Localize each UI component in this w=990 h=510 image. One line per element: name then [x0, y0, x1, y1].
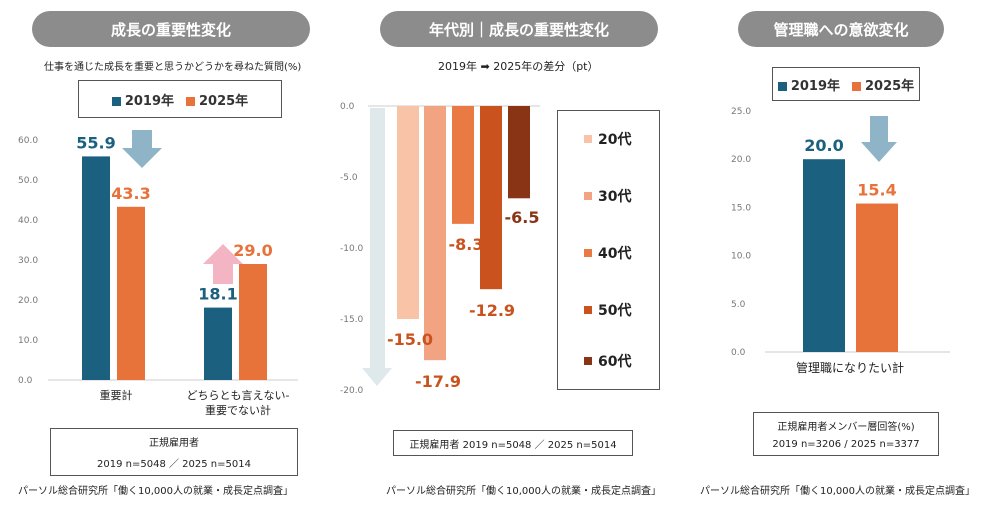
chart2-ytick: -5.0: [340, 173, 358, 183]
legend3-2019-swatch: [777, 81, 787, 91]
chart2-value-label: -6.5: [505, 208, 540, 227]
chart1-ytick: 20.0: [18, 296, 38, 306]
panel2-title: 年代別｜成長の重要性変化: [380, 11, 658, 47]
chart2-value-label: -12.9: [469, 301, 515, 320]
big-down-arrow-icon: [362, 108, 392, 386]
chart1-ytick: 40.0: [18, 216, 38, 226]
legend-50s-label: 50代: [598, 303, 632, 319]
legend-2025-label: 2025年: [199, 93, 249, 109]
chart1-value-label: 29.0: [233, 241, 272, 260]
chart1-ytick: 0.0: [18, 376, 33, 386]
chart2-ytick: -20.0: [340, 386, 364, 396]
panel2-subtitle: 2019年 ➡ 2025年の差分（pt）: [438, 60, 599, 73]
legend3-2019: 2019年: [777, 75, 840, 94]
chart3-ytick: 15.0: [731, 203, 751, 213]
chart2-bar: [397, 106, 419, 319]
chart2-value-label: -8.3: [449, 235, 484, 254]
chart1-value-label: 18.1: [198, 285, 237, 304]
legend-2019-label: 2019年: [124, 93, 174, 109]
chart1-category-label: どちらとも言えない-: [187, 389, 290, 402]
legend-20s-swatch: [584, 135, 592, 143]
chart1-ytick: 10.0: [18, 336, 38, 346]
legend-60s-label: 60代: [598, 354, 632, 370]
chart1-value-label: 43.3: [111, 184, 150, 203]
legend3-2025: 2025年: [852, 75, 914, 94]
chart1-ytick: 50.0: [18, 176, 38, 186]
chart3-value-label: 20.0: [804, 136, 843, 155]
panel1-subtitle: 仕事を通じた成長を重要と思うかどうかを尋ねた質問(%): [44, 62, 302, 73]
panel2-note: 正規雇用者 2019 n=5048 ／ 2025 n=5014: [393, 430, 633, 456]
legend-40s-label: 40代: [598, 246, 632, 262]
chart2-ytick: -10.0: [340, 244, 364, 254]
chart2-ytick: 0.0: [340, 102, 355, 112]
chart1-value-label: 55.9: [76, 133, 115, 152]
panel2-note-text: 正規雇用者 2019 n=5048 ／ 2025 n=5014: [409, 439, 617, 451]
panel2-legend: 20代 30代 40代 50代 60代: [557, 110, 660, 390]
legend-60s-swatch: [584, 357, 592, 365]
up-arrow-icon: [203, 244, 243, 284]
panel2-source: パーソル総合研究所「働く10,000人の就業・成長定点調査」: [386, 486, 661, 497]
legend-30s-label: 30代: [598, 189, 632, 205]
legend-30s: 30代: [584, 186, 631, 206]
panel1-note: 正規雇用者 2019 n=5048 ／ 2025 n=5014: [50, 428, 298, 476]
chart1-ytick: 30.0: [18, 256, 38, 266]
down-arrow-icon: [861, 116, 897, 162]
legend-2019: 2019年: [111, 90, 174, 109]
legend-50s: 50代: [584, 300, 631, 320]
panel1-title: 成長の重要性変化: [32, 11, 310, 47]
legend-2025: 2025年: [186, 90, 248, 109]
down-arrow-icon: [122, 130, 162, 168]
chart2-bar: [508, 106, 530, 199]
chart3-category-label: 管理職になりたい計: [796, 360, 904, 375]
chart1-bar: [117, 206, 145, 380]
legend-2019-swatch: [111, 96, 121, 106]
chart2-bar: [480, 106, 502, 290]
chart3-bar: [856, 203, 898, 352]
legend-20s: 20代: [584, 129, 631, 149]
panel3-note-line1: 正規雇用者メンバー層回答(%): [777, 422, 915, 433]
legend3-2025-label: 2025年: [865, 78, 915, 94]
chart3-ytick: 0.0: [731, 348, 746, 358]
legend-40s: 40代: [584, 243, 631, 263]
chart3-ytick: 25.0: [731, 107, 751, 117]
legend-60s: 60代: [584, 351, 631, 371]
chart1-bar: [204, 307, 232, 380]
chart3-ytick: 20.0: [731, 155, 751, 165]
chart1-category-label: 重要でない計: [205, 403, 271, 417]
chart3-value-label: 15.4: [857, 181, 896, 200]
panel3-legend: 2019年 2025年: [772, 67, 920, 101]
chart3-bar: [803, 159, 845, 352]
chart1-bar: [82, 156, 110, 380]
legend3-2019-label: 2019年: [790, 78, 840, 94]
chart1-ytick: 60.0: [18, 136, 38, 146]
chart3-ytick: 5.0: [731, 300, 746, 310]
panel3-note: 正規雇用者メンバー層回答(%) 2019 n=3206 / 2025 n=337…: [753, 412, 939, 456]
panel3-note-line2: 2019 n=3206 / 2025 n=3377: [772, 439, 920, 450]
chart3-ytick: 10.0: [731, 252, 751, 262]
legend-30s-swatch: [584, 192, 592, 200]
chart2-bar: [424, 106, 446, 361]
chart1-bar: [239, 264, 267, 380]
panel1-source: パーソル総合研究所「働く10,000人の就業・成長定点調査」: [18, 486, 293, 497]
panel3-title: 管理職への意欲変化: [738, 11, 944, 47]
chart1-category-label: 重要計: [100, 388, 133, 402]
legend-2025-swatch: [186, 96, 195, 106]
panel1-note-line1: 正規雇用者: [149, 438, 199, 449]
chart2-value-label: -17.9: [415, 372, 461, 391]
chart2-value-label: -15.0: [387, 330, 433, 349]
panel1-note-line2: 2019 n=5048 ／ 2025 n=5014: [97, 459, 251, 470]
panel1-legend: 2019年 2025年: [78, 80, 282, 118]
legend-40s-swatch: [584, 249, 592, 257]
panel3-source: パーソル総合研究所「働く10,000人の就業・成長定点調査」: [700, 486, 975, 497]
chart2-ytick: -15.0: [340, 315, 364, 325]
chart2-bar: [452, 106, 474, 224]
legend-50s-swatch: [584, 306, 592, 314]
legend-20s-label: 20代: [598, 132, 632, 148]
legend3-2025-swatch: [852, 81, 861, 91]
